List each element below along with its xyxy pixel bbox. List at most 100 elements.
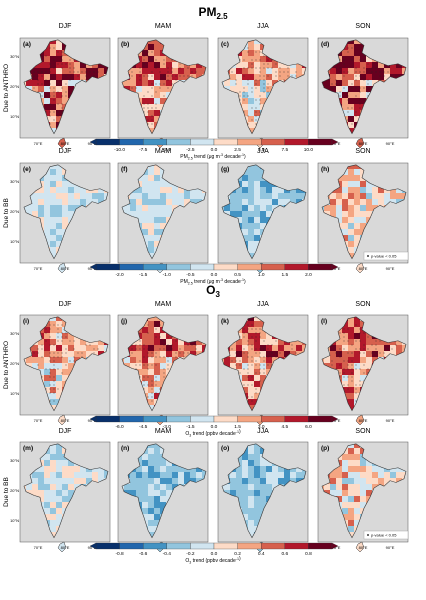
season-title: DJF <box>59 148 72 155</box>
colorbar-segment <box>237 138 262 146</box>
colorbar-tick-label: -10.0 <box>114 147 125 153</box>
colorbar-segment <box>143 263 167 271</box>
colorbar-segment <box>237 542 262 550</box>
row-label: Due to ANTHRO <box>3 64 10 112</box>
colorbar-segment <box>308 415 333 423</box>
lat-tick-label: 30°N <box>10 331 19 336</box>
sri-lanka-outline <box>355 262 365 274</box>
colorbar-tick-label: -5.0 <box>163 147 172 153</box>
panel-letter: (g) <box>221 166 229 173</box>
colorbar-segment <box>237 263 262 271</box>
colorbar-min-arrow <box>89 542 97 550</box>
lon-tick-label: 90°E <box>88 418 97 423</box>
colorbar-tick-label: 0.6 <box>281 551 288 557</box>
colorbar-tick-label: -0.4 <box>163 551 172 557</box>
country-outline <box>221 316 307 412</box>
map-panel: (f) <box>117 162 209 274</box>
map-panel: (g) <box>217 162 309 274</box>
season-title: SON <box>355 428 370 435</box>
panel-letter: (h) <box>321 166 329 173</box>
colorbar-segment <box>308 542 333 550</box>
colorbar-segment <box>190 263 215 271</box>
colorbar-max-arrow <box>331 542 339 550</box>
panel-letter: (b) <box>121 41 129 48</box>
colorbar-segment <box>284 263 309 271</box>
colorbar-tick-label: 2.5 <box>234 147 241 153</box>
colorbar-tick-label: 0.2 <box>234 551 241 557</box>
colorbar-segment <box>166 263 191 271</box>
colorbar-min-arrow <box>89 263 97 271</box>
colorbar-tick-label: 1.5 <box>234 424 241 430</box>
lat-tick-label: 30°N <box>10 54 19 59</box>
colorbar-segment <box>308 138 333 146</box>
row-label: Due to ANTHRO <box>3 341 10 389</box>
sri-lanka-outline <box>57 414 67 426</box>
colorbar-segment <box>119 263 144 271</box>
lon-tick-label: 90°E <box>88 141 97 146</box>
sri-lanka-outline <box>57 137 67 149</box>
lon-tick-label: 70°E <box>34 545 43 550</box>
lon-tick-label: 70°E <box>332 266 341 271</box>
map-panel: (d) <box>317 37 409 149</box>
panel-letter: (j) <box>121 318 127 325</box>
season-title: DJF <box>59 23 72 30</box>
colorbar-tick-label: -1.5 <box>139 272 148 278</box>
colorbar-segment <box>284 138 309 146</box>
colorbar-segment <box>95 263 120 271</box>
country-outline <box>321 164 407 260</box>
country-outline <box>23 39 109 135</box>
lon-tick-label: 70°E <box>332 418 341 423</box>
map-panel: (m) <box>19 441 111 553</box>
lat-tick-label: 30°N <box>10 458 19 463</box>
colorbar-tick-label: 7.5 <box>281 147 288 153</box>
colorbar-tick-label: 3.0 <box>258 424 265 430</box>
country-outline <box>121 164 207 260</box>
colorbar-tick-label: -0.6 <box>139 551 148 557</box>
colorbar-tick-label: -1.0 <box>163 272 172 278</box>
colorbar-segment <box>95 415 120 423</box>
colorbar-tick-label: -1.5 <box>186 424 195 430</box>
panel-letter: (n) <box>121 445 129 452</box>
lon-tick-label: 80°E <box>359 545 368 550</box>
lon-tick-label: 80°E <box>61 545 70 550</box>
season-title: JJA <box>257 301 269 308</box>
colorbar-tick-label: -6.0 <box>115 424 124 430</box>
sri-lanka-outline <box>57 262 67 274</box>
panel-letter: (k) <box>221 318 229 325</box>
legend-label: p-value < 0.05 <box>371 533 397 538</box>
season-title: MAM <box>155 23 172 30</box>
map-panel: (h) <box>317 162 409 274</box>
legend-dot <box>367 255 369 257</box>
colorbar-tick-label: 6.0 <box>305 424 312 430</box>
map-panel: (l) <box>317 314 409 426</box>
colorbar-segment <box>119 138 144 146</box>
colorbar-segment <box>213 415 238 423</box>
map-panel: (c) <box>217 37 309 149</box>
sri-lanka-outline <box>355 414 365 426</box>
colorbar-tick-label: -0.5 <box>186 272 195 278</box>
country-outline <box>321 39 407 135</box>
panel-letter: (a) <box>23 41 31 48</box>
colorbar-segment <box>213 542 238 550</box>
colorbar-label: O3 trend (ppbv decade-1) <box>185 556 241 565</box>
map-panel: (n) <box>117 441 209 553</box>
panel-letter: (d) <box>321 41 329 48</box>
panel-letter: (i) <box>23 318 29 325</box>
lat-tick-label: 10°N <box>10 518 19 523</box>
panel-letter: (f) <box>121 166 128 173</box>
row-label: Due to BB <box>3 477 10 507</box>
colorbar-segment <box>143 415 167 423</box>
colorbar-segment <box>166 415 191 423</box>
colorbar-label: PM2.5 trend (μg m-3 decade-1) <box>180 278 246 286</box>
lon-tick-label: 70°E <box>34 418 43 423</box>
season-title: MAM <box>155 428 172 435</box>
lat-tick-label: 10°N <box>10 239 19 244</box>
colorbar-segment <box>119 542 144 550</box>
colorbar-segment <box>213 263 238 271</box>
panel-letter: (l) <box>321 318 327 325</box>
colorbar-segment <box>284 542 309 550</box>
sri-lanka-outline <box>57 541 67 553</box>
colorbar-segment <box>261 542 285 550</box>
lat-tick-label: 10°N <box>10 114 19 119</box>
